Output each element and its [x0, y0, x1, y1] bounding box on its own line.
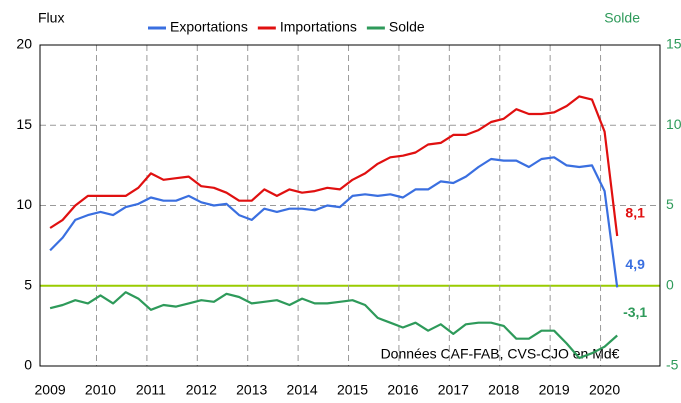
- x-tick-label: 2019: [539, 382, 570, 398]
- plot-frame: [39, 44, 661, 367]
- y2-tick-label: 15: [666, 36, 681, 52]
- y-tick-label: 5: [24, 276, 32, 292]
- x-tick-label: 2017: [438, 382, 469, 398]
- annotation: Données CAF-FAB, CVS-CJO en Md€: [381, 346, 620, 362]
- x-tick-label: 2010: [85, 382, 116, 398]
- y2-tick-label: 10: [666, 116, 681, 132]
- data-label: 8,1: [625, 205, 645, 221]
- y-tick-label: 20: [16, 36, 32, 52]
- x-tick-label: 2011: [136, 382, 166, 398]
- series-line: [49, 95, 619, 237]
- y2-tick-label: 0: [666, 276, 674, 292]
- x-tick-label: 2015: [337, 382, 368, 398]
- x-tick-label: 2018: [488, 382, 519, 398]
- series-line: [49, 156, 619, 288]
- legend-label: Solde: [389, 19, 425, 35]
- data-label: 4,9: [625, 256, 645, 272]
- legend-label: Exportations: [170, 19, 248, 35]
- legend-label: Importations: [280, 19, 357, 35]
- y2-tick-label: 5: [666, 196, 674, 212]
- x-tick-label: 2012: [186, 382, 217, 398]
- y-tick-label: 15: [16, 116, 32, 132]
- series-line: [49, 291, 618, 360]
- x-tick-label: 2014: [287, 382, 318, 398]
- x-tick-label: 2020: [589, 382, 620, 398]
- y-axis-label: Flux: [38, 10, 64, 26]
- x-tick-label: 2009: [35, 382, 66, 398]
- y-tick-label: 0: [24, 357, 32, 373]
- y2-axis-label: Solde: [604, 10, 640, 26]
- y2-tick-label: -5: [666, 357, 679, 373]
- data-label: -3,1: [623, 304, 647, 320]
- x-tick-label: 2013: [236, 382, 267, 398]
- x-tick-label: 2016: [387, 382, 418, 398]
- y-tick-label: 10: [16, 196, 32, 212]
